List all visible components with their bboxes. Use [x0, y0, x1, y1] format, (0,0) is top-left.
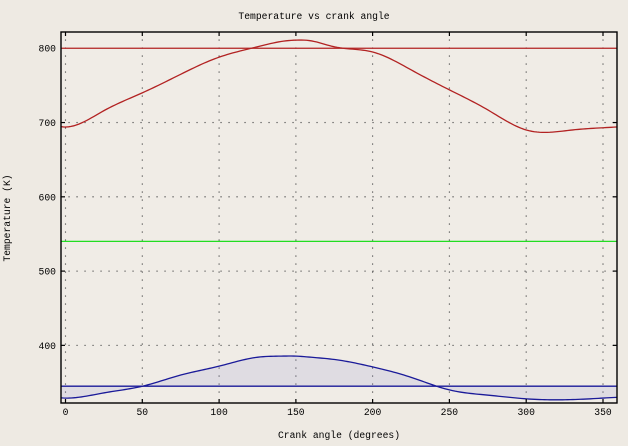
svg-text:200: 200	[364, 407, 382, 418]
svg-text:700: 700	[39, 118, 57, 129]
svg-text:400: 400	[39, 341, 57, 352]
svg-text:500: 500	[39, 267, 57, 278]
svg-text:600: 600	[39, 192, 57, 203]
svg-text:300: 300	[517, 407, 535, 418]
svg-text:50: 50	[136, 407, 148, 418]
svg-text:800: 800	[39, 44, 57, 55]
svg-text:250: 250	[441, 407, 459, 418]
svg-text:150: 150	[287, 407, 305, 418]
svg-text:Temperature (K): Temperature (K)	[2, 174, 13, 261]
svg-text:350: 350	[594, 407, 612, 418]
svg-text:100: 100	[210, 407, 228, 418]
svg-text:0: 0	[63, 407, 69, 418]
svg-text:Crank angle (degrees): Crank angle (degrees)	[278, 430, 400, 441]
svg-text:Temperature vs crank angle: Temperature vs crank angle	[238, 11, 389, 22]
